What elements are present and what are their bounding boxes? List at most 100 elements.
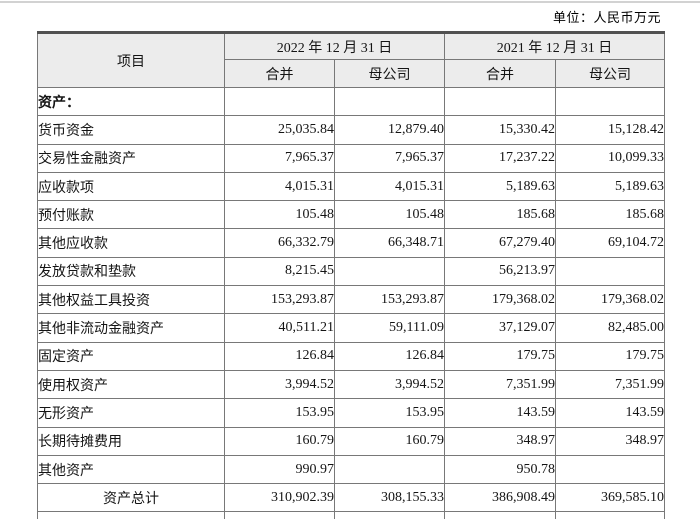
table-row: 货币资金 25,035.84 12,879.40 15,330.42 15,12… (37, 115, 665, 145)
value-cell: 308,155.33 (334, 483, 445, 513)
value-cell: 7,351.99 (555, 369, 665, 400)
table-row-total: 资产总计 310,902.39 308,155.33 386,908.49 36… (37, 483, 665, 513)
value-cell: 5,189.63 (444, 171, 556, 202)
value-cell: 12,879.40 (334, 115, 445, 145)
value-cell: 69,104.72 (555, 228, 665, 258)
value-cell: 66,332.79 (224, 228, 335, 258)
value-cell: 950.78 (444, 454, 556, 485)
table-row: 预付账款 105.48 105.48 185.68 185.68 (37, 200, 665, 230)
value-cell (555, 256, 665, 287)
value-cell: 348.97 (555, 426, 665, 456)
header-row-dates: 项目 2022 年 12 月 31 日 2021 年 12 月 31 日 (37, 32, 665, 88)
item-cell: 货币资金 (37, 115, 225, 145)
value-cell: 369,585.10 (555, 483, 665, 513)
item-cell: 无形资产 (37, 398, 225, 428)
value-cell: 153.95 (224, 398, 335, 428)
col-header-2021-parent: 母公司 (555, 59, 665, 88)
table-row: 发放贷款和垫款 8,215.45 56,213.97 (37, 256, 665, 287)
value-cell: 126.84 (334, 341, 445, 371)
value-cell: 4,015.31 (224, 171, 335, 202)
value-cell: 15,330.42 (444, 115, 556, 145)
item-cell: 交易性金融资产 (37, 143, 225, 173)
item-cell: 预付账款 (37, 200, 225, 230)
value-cell (444, 511, 556, 519)
value-cell: 82,485.00 (555, 313, 665, 343)
value-cell: 160.79 (334, 426, 445, 456)
value-cell: 179.75 (555, 341, 665, 371)
value-cell: 17,237.22 (444, 143, 556, 173)
value-cell: 160.79 (224, 426, 335, 456)
table-row-clipped (37, 511, 665, 519)
assets-table: 项目 2022 年 12 月 31 日 2021 年 12 月 31 日 合并 … (37, 31, 665, 519)
value-cell (224, 86, 335, 117)
value-cell: 7,965.37 (334, 143, 445, 173)
value-cell: 179,368.02 (555, 285, 665, 315)
table-row: 其他应收款 66,332.79 66,348.71 67,279.40 69,1… (37, 228, 665, 258)
value-cell: 56,213.97 (444, 256, 556, 287)
value-cell: 179.75 (444, 341, 556, 371)
col-header-2022-parent: 母公司 (334, 59, 445, 88)
item-cell (37, 511, 225, 519)
item-cell: 使用权资产 (37, 369, 225, 400)
value-cell: 7,351.99 (444, 369, 556, 400)
value-cell (555, 86, 665, 117)
value-cell: 25,035.84 (224, 115, 335, 145)
value-cell (555, 511, 665, 519)
value-cell: 105.48 (224, 200, 335, 230)
value-cell: 59,111.09 (334, 313, 445, 343)
unit-label: 单位：人民币万元 (552, 10, 661, 25)
value-cell: 3,994.52 (334, 369, 445, 400)
value-cell (334, 454, 445, 485)
value-cell: 105.48 (334, 200, 445, 230)
table-row: 其他权益工具投资 153,293.87 153,293.87 179,368.0… (37, 285, 665, 315)
value-cell: 5,189.63 (555, 171, 665, 202)
item-cell: 其他权益工具投资 (37, 285, 225, 315)
value-cell: 126.84 (224, 341, 335, 371)
table-row: 长期待摊费用 160.79 160.79 348.97 348.97 (37, 426, 665, 456)
value-cell: 179,368.02 (444, 285, 556, 315)
item-cell: 固定资产 (37, 341, 225, 371)
item-cell: 应收款项 (37, 171, 225, 202)
item-cell: 其他非流动金融资产 (37, 313, 225, 343)
value-cell: 185.68 (555, 200, 665, 230)
value-cell: 37,129.07 (444, 313, 556, 343)
page-top-divider (0, 1, 700, 3)
value-cell: 185.68 (444, 200, 556, 230)
value-cell (334, 86, 445, 117)
item-cell: 资产总计 (37, 483, 225, 513)
col-header-2022-consolidated: 合并 (224, 59, 335, 88)
value-cell: 8,215.45 (224, 256, 335, 287)
value-cell: 153,293.87 (334, 285, 445, 315)
col-header-2021: 2021 年 12 月 31 日 (444, 32, 665, 60)
table-row: 其他资产 990.97 950.78 (37, 454, 665, 485)
balance-sheet-table: 项目 2022 年 12 月 31 日 2021 年 12 月 31 日 合并 … (37, 31, 668, 519)
table-row: 无形资产 153.95 153.95 143.59 143.59 (37, 398, 665, 428)
value-cell: 348.97 (444, 426, 556, 456)
value-cell: 67,279.40 (444, 228, 556, 258)
value-cell (334, 256, 445, 287)
col-header-2021-consolidated: 合并 (444, 59, 556, 88)
table-row: 应收款项 4,015.31 4,015.31 5,189.63 5,189.63 (37, 171, 665, 202)
item-cell: 其他资产 (37, 454, 225, 485)
value-cell: 15,128.42 (555, 115, 665, 145)
item-cell: 长期待摊费用 (37, 426, 225, 456)
value-cell (334, 511, 445, 519)
col-header-item: 项目 (37, 32, 225, 88)
value-cell: 990.97 (224, 454, 335, 485)
value-cell: 4,015.31 (334, 171, 445, 202)
table-row: 资产： (37, 86, 665, 117)
value-cell (444, 86, 556, 117)
value-cell: 66,348.71 (334, 228, 445, 258)
value-cell: 310,902.39 (224, 483, 335, 513)
value-cell (555, 454, 665, 485)
table-row: 其他非流动金融资产 40,511.21 59,111.09 37,129.07 … (37, 313, 665, 343)
value-cell: 7,965.37 (224, 143, 335, 173)
col-header-2022: 2022 年 12 月 31 日 (224, 32, 445, 60)
item-cell: 资产： (37, 86, 225, 117)
value-cell: 3,994.52 (224, 369, 335, 400)
header-row-subcolumns: 合并 母公司 合并 母公司 (38, 59, 665, 88)
table-row: 交易性金融资产 7,965.37 7,965.37 17,237.22 10,0… (37, 143, 665, 173)
item-cell: 其他应收款 (37, 228, 225, 258)
value-cell: 153,293.87 (224, 285, 335, 315)
